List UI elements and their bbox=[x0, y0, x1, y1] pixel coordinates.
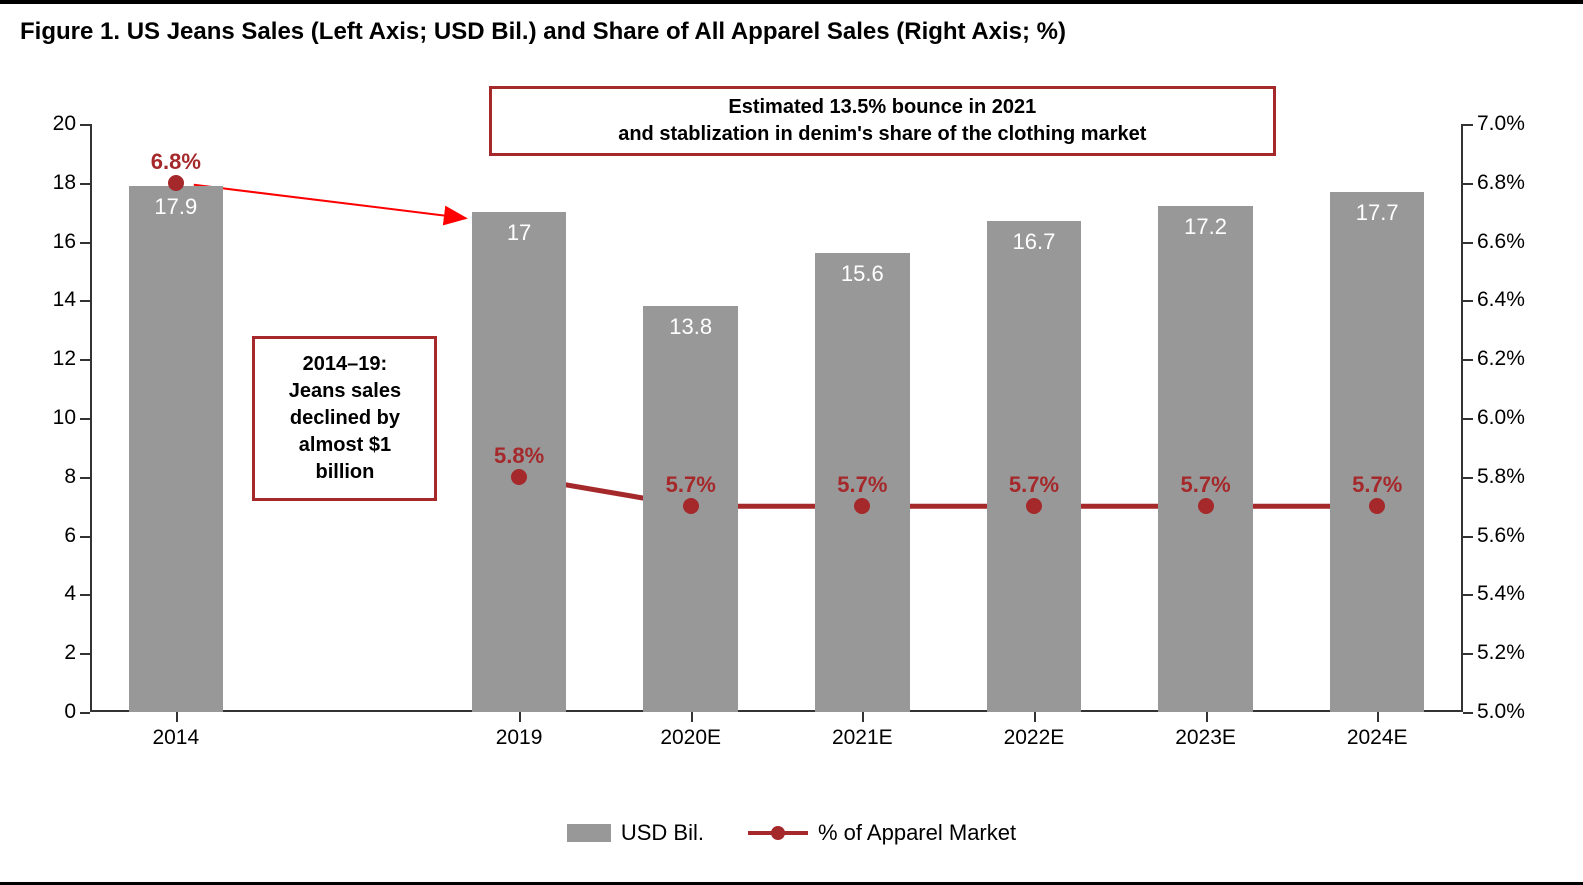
y-right-tick bbox=[1463, 183, 1473, 185]
bar-value-label: 15.6 bbox=[815, 261, 909, 287]
y-right-tick bbox=[1463, 418, 1473, 420]
y-left-tick bbox=[80, 300, 90, 302]
bar: 17.9 bbox=[129, 186, 223, 712]
line-marker bbox=[854, 498, 870, 514]
figure-title: Figure 1. US Jeans Sales (Left Axis; USD… bbox=[0, 4, 1583, 46]
legend-bar-label: USD Bil. bbox=[621, 820, 704, 846]
x-label: 2014 bbox=[152, 726, 199, 750]
annotation-top-box: Estimated 13.5% bounce in 2021and stabli… bbox=[489, 86, 1276, 156]
y-left-tick bbox=[80, 477, 90, 479]
x-tick bbox=[176, 712, 178, 722]
x-label: 2019 bbox=[496, 726, 543, 750]
y-right-tick bbox=[1463, 594, 1473, 596]
y-right-label: 6.8% bbox=[1477, 171, 1525, 195]
legend: USD Bil. % of Apparel Market bbox=[0, 820, 1583, 846]
x-label: 2024E bbox=[1347, 726, 1408, 750]
y-left-tick bbox=[80, 418, 90, 420]
line-marker bbox=[683, 498, 699, 514]
y-left-tick bbox=[80, 183, 90, 185]
legend-line-label: % of Apparel Market bbox=[818, 820, 1016, 846]
legend-bar-swatch bbox=[567, 824, 611, 842]
legend-line-swatch bbox=[748, 831, 808, 835]
bar-value-label: 17.7 bbox=[1330, 200, 1424, 226]
y-right-label: 6.6% bbox=[1477, 230, 1525, 254]
x-tick bbox=[1377, 712, 1379, 722]
y-right-label: 5.6% bbox=[1477, 524, 1525, 548]
y-right-label: 6.2% bbox=[1477, 347, 1525, 371]
line-marker-label: 6.8% bbox=[151, 149, 201, 175]
y-left-label: 8 bbox=[64, 465, 76, 489]
y-axis-left bbox=[90, 124, 92, 712]
line-marker-label: 5.7% bbox=[1180, 472, 1230, 498]
line-marker-label: 5.8% bbox=[494, 443, 544, 469]
bar-value-label: 16.7 bbox=[987, 229, 1081, 255]
x-tick bbox=[519, 712, 521, 722]
bar-value-label: 17.2 bbox=[1158, 214, 1252, 240]
bar: 17.2 bbox=[1158, 206, 1252, 712]
line-marker bbox=[1369, 498, 1385, 514]
y-left-tick bbox=[80, 536, 90, 538]
y-right-tick bbox=[1463, 536, 1473, 538]
y-right-label: 5.0% bbox=[1477, 700, 1525, 724]
y-right-tick bbox=[1463, 653, 1473, 655]
x-tick bbox=[862, 712, 864, 722]
y-left-tick bbox=[80, 653, 90, 655]
chart-area: 0 2 4 6 8 10 12 14 16 18 20 5.0% 5.2% 5.4% 5.6% 5.8% 6.0… bbox=[30, 84, 1553, 782]
y-left-label: 4 bbox=[64, 582, 76, 606]
y-right-label: 6.0% bbox=[1477, 406, 1525, 430]
y-right-tick bbox=[1463, 359, 1473, 361]
line-marker bbox=[1198, 498, 1214, 514]
line-marker-label: 5.7% bbox=[1009, 472, 1059, 498]
y-left-label: 18 bbox=[53, 171, 76, 195]
line-marker bbox=[1026, 498, 1042, 514]
y-left-tick bbox=[80, 124, 90, 126]
y-left-label: 16 bbox=[53, 230, 76, 254]
x-label: 2023E bbox=[1175, 726, 1236, 750]
y-right-label: 5.2% bbox=[1477, 641, 1525, 665]
line-marker-label: 5.7% bbox=[837, 472, 887, 498]
x-axis bbox=[90, 710, 1463, 712]
y-left-label: 0 bbox=[64, 700, 76, 724]
line-marker-label: 5.7% bbox=[666, 472, 716, 498]
y-left-label: 10 bbox=[53, 406, 76, 430]
bar-value-label: 17.9 bbox=[129, 194, 223, 220]
line-marker-label: 5.7% bbox=[1352, 472, 1402, 498]
y-right-tick bbox=[1463, 477, 1473, 479]
annotation-text: Estimated 13.5% bounce in 2021and stabli… bbox=[618, 94, 1146, 148]
bar: 16.7 bbox=[987, 221, 1081, 712]
plot-area: 024681012141618205.0%5.2%5.4%5.6%5.8%6.0… bbox=[90, 124, 1463, 712]
y-left-tick bbox=[80, 594, 90, 596]
x-tick bbox=[691, 712, 693, 722]
y-right-label: 5.4% bbox=[1477, 582, 1525, 606]
y-right-tick bbox=[1463, 712, 1473, 714]
y-right-label: 6.4% bbox=[1477, 288, 1525, 312]
bar: 17.7 bbox=[1330, 192, 1424, 712]
y-left-label: 2 bbox=[64, 641, 76, 665]
line-marker bbox=[511, 469, 527, 485]
annotation-left-box: 2014–19: Jeans sales declined by almost … bbox=[252, 336, 437, 501]
line-marker bbox=[168, 175, 184, 191]
bar-value-label: 17 bbox=[472, 220, 566, 246]
y-right-label: 5.8% bbox=[1477, 465, 1525, 489]
figure-frame: Figure 1. US Jeans Sales (Left Axis; USD… bbox=[0, 0, 1583, 885]
x-tick bbox=[1206, 712, 1208, 722]
y-right-tick bbox=[1463, 124, 1473, 126]
bar-value-label: 13.8 bbox=[643, 314, 737, 340]
y-left-label: 14 bbox=[53, 288, 76, 312]
y-left-tick bbox=[80, 242, 90, 244]
y-right-tick bbox=[1463, 242, 1473, 244]
x-label: 2021E bbox=[832, 726, 893, 750]
y-left-tick bbox=[80, 712, 90, 714]
y-right-tick bbox=[1463, 300, 1473, 302]
x-label: 2020E bbox=[660, 726, 721, 750]
legend-item-line: % of Apparel Market bbox=[748, 820, 1016, 846]
y-left-label: 12 bbox=[53, 347, 76, 371]
legend-item-bar: USD Bil. bbox=[567, 820, 704, 846]
x-label: 2022E bbox=[1004, 726, 1065, 750]
y-left-label: 20 bbox=[53, 112, 76, 136]
y-left-tick bbox=[80, 359, 90, 361]
x-tick bbox=[1034, 712, 1036, 722]
y-left-label: 6 bbox=[64, 524, 76, 548]
y-right-label: 7.0% bbox=[1477, 112, 1525, 136]
